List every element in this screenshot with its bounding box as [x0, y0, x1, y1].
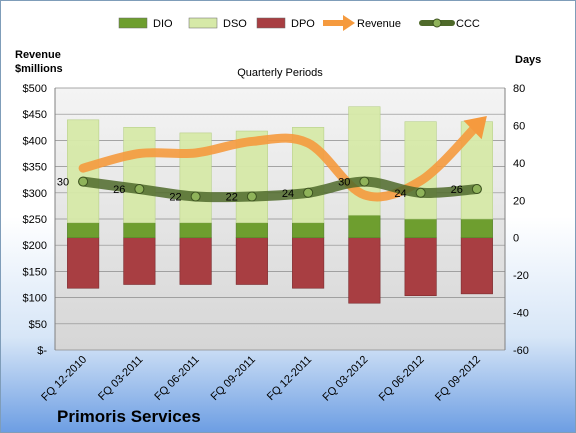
legend-label-revenue: Revenue: [357, 18, 401, 30]
revenue-arrowhead: [463, 115, 487, 140]
bar-dpo: [292, 237, 325, 289]
chart-title: Quarterly Periods: [237, 67, 323, 79]
left-tick-label: $300: [23, 188, 47, 200]
bar-dpo: [404, 237, 437, 297]
bar-dio: [460, 218, 493, 239]
category-label: FQ 12-2010: [39, 354, 89, 404]
category-label: FQ 12-2011: [265, 354, 314, 403]
legend-label-dpo: DPO: [291, 18, 315, 30]
left-tick-label: $350: [23, 162, 47, 174]
bar-dio: [67, 222, 100, 239]
legend-label-dso: DSO: [223, 18, 247, 30]
category-label: FQ 09-2011: [209, 354, 258, 403]
legend-marker-ccc: [432, 18, 442, 28]
right-tick-label: -20: [513, 270, 529, 282]
bar-dso: [123, 127, 156, 224]
category-label: FQ 03-2012: [321, 354, 371, 404]
ccc-point: [359, 176, 370, 187]
bar-dio: [179, 222, 212, 239]
legend-swatch-dio: [118, 17, 148, 29]
left-tick-label: $250: [23, 214, 47, 226]
ccc-data-label: 24: [282, 188, 294, 200]
ccc-point: [415, 187, 426, 198]
bar-dio: [404, 218, 437, 239]
ccc-point: [134, 184, 145, 195]
left-axis-label-1: Revenue: [15, 49, 61, 61]
bar-dso: [235, 130, 268, 224]
right-tick-label: 80: [513, 83, 525, 95]
bar-dio: [292, 222, 325, 239]
bar-dpo: [123, 237, 156, 285]
ccc-point: [246, 191, 257, 202]
ccc-point: [471, 184, 482, 195]
category-label: FQ 03-2011: [96, 354, 145, 403]
left-axis-label-2: $millions: [15, 63, 63, 75]
right-tick-label: 60: [513, 120, 525, 132]
legend-swatch-dso: [188, 17, 218, 29]
category-label: FQ 06-2011: [152, 354, 201, 403]
bar-dio: [123, 222, 156, 239]
ccc-point: [78, 176, 89, 187]
legend-swatch-dpo: [256, 17, 286, 29]
bar-dpo: [348, 237, 381, 304]
right-tick-label: 0: [513, 233, 519, 245]
left-tick-label: $450: [23, 109, 47, 121]
left-tick-label: $200: [23, 240, 47, 252]
left-tick-label: $50: [29, 319, 47, 331]
bar-dso: [460, 121, 493, 220]
ccc-data-label: 22: [169, 192, 181, 204]
right-tick-label: -60: [513, 345, 529, 357]
bar-dpo: [179, 237, 212, 285]
ccc-data-label: 30: [338, 177, 350, 189]
legend-arrowhead-revenue: [343, 15, 355, 31]
right-tick-label: 20: [513, 195, 525, 207]
bar-dpo: [460, 237, 493, 295]
right-tick-label: -40: [513, 308, 529, 320]
ccc-point: [190, 191, 201, 202]
ccc-data-label: 30: [57, 177, 69, 189]
left-tick-label: $150: [23, 266, 47, 278]
bar-dpo: [67, 237, 100, 289]
category-label: FQ 06-2012: [377, 354, 427, 404]
legend-label-dio: DIO: [153, 18, 173, 30]
left-tick-label: $500: [23, 83, 47, 95]
left-tick-label: $400: [23, 135, 47, 147]
bar-dio: [235, 222, 268, 239]
bar-dio: [348, 214, 381, 239]
right-axis-label: Days: [515, 54, 541, 66]
ccc-data-label: 22: [226, 192, 238, 204]
left-tick-label: $-: [37, 345, 47, 357]
company-name: Primoris Services: [57, 407, 201, 426]
ccc-data-label: 24: [394, 188, 406, 200]
left-tick-label: $100: [23, 293, 47, 305]
ccc-data-label: 26: [113, 184, 125, 196]
category-label: FQ 09-2012: [433, 354, 483, 404]
bar-dso: [179, 132, 212, 224]
right-tick-label: 40: [513, 158, 525, 170]
revenue-line: [78, 121, 482, 202]
bar-dpo: [235, 237, 268, 285]
ccc-data-label: 26: [451, 184, 463, 196]
legend-label-ccc: CCC: [456, 18, 480, 30]
ccc-point: [303, 187, 314, 198]
